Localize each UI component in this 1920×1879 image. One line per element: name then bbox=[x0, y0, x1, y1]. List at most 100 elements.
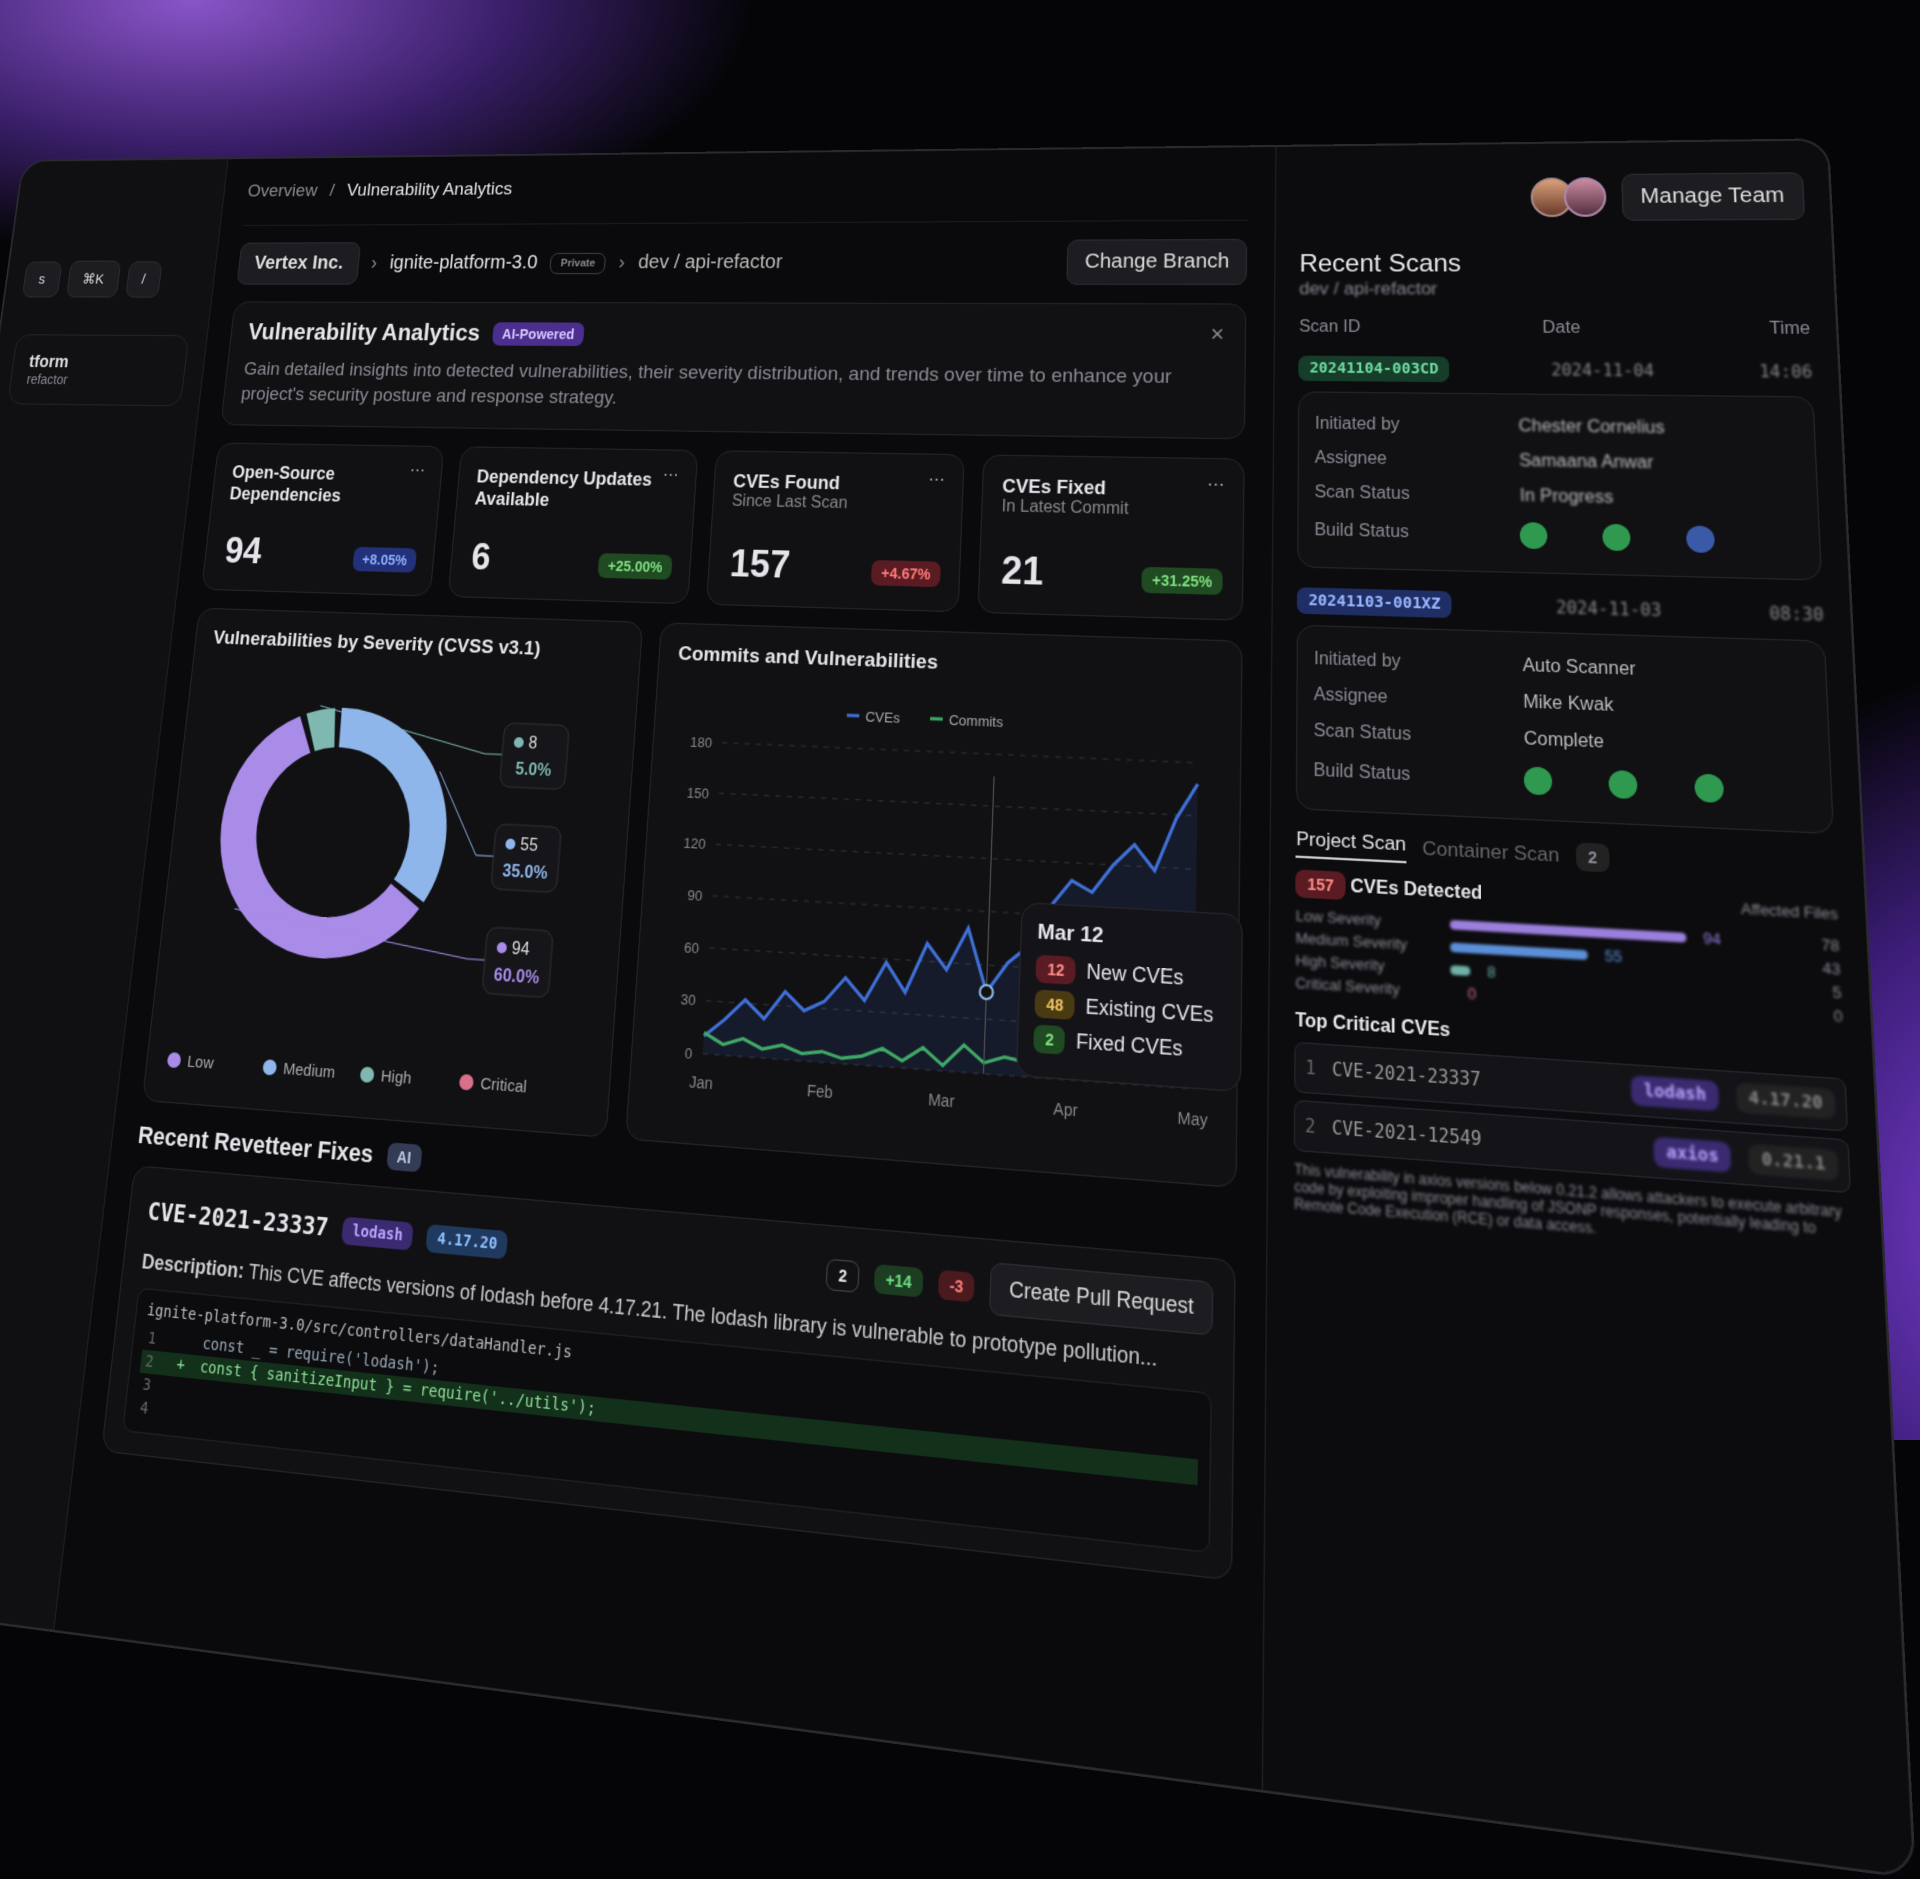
deletions: -3 bbox=[938, 1269, 975, 1302]
breadcrumb-current: Vulnerability Analytics bbox=[346, 179, 513, 201]
manage-team-button[interactable]: Manage Team bbox=[1621, 172, 1805, 221]
grid-line bbox=[723, 743, 1199, 763]
cve-id: CVE-2021-23337 bbox=[146, 1198, 330, 1243]
column-header: Scan ID bbox=[1299, 318, 1361, 337]
files-label: Affected Files bbox=[1740, 899, 1838, 922]
tooltip-value: 2 bbox=[1034, 1024, 1066, 1054]
y-tick-label: 30 bbox=[681, 991, 697, 1009]
diff-marker: + bbox=[175, 1356, 189, 1376]
app-window: s ⌘K / tform refactor Overview / Vulnera… bbox=[0, 138, 1916, 1879]
severity-value: 94 bbox=[1703, 929, 1721, 948]
line-number: 3 bbox=[142, 1376, 164, 1397]
stat-value: 157 bbox=[729, 542, 792, 587]
shortcut: ⌘K bbox=[66, 261, 121, 298]
chevron: › bbox=[370, 253, 378, 275]
affected-files: 0 bbox=[1833, 1006, 1843, 1025]
fixes-title: Recent Revetteer Fixes bbox=[137, 1121, 375, 1170]
y-tick-label: 0 bbox=[685, 1045, 694, 1063]
y-tick-label: 150 bbox=[687, 784, 710, 801]
build-step bbox=[1524, 766, 1553, 795]
severity-bar bbox=[1451, 942, 1588, 959]
scan-date: 2024-11-03 bbox=[1556, 597, 1662, 620]
tooltip-row: 12 New CVEs bbox=[1036, 955, 1226, 995]
detected-count: 157 bbox=[1296, 869, 1346, 900]
topbar: Overview / Vulnerability Analytics bbox=[244, 147, 1249, 226]
cve-id: CVE-2021-23337 bbox=[1332, 1059, 1615, 1101]
stat-change: +4.67% bbox=[870, 560, 941, 587]
diff-marker bbox=[179, 1342, 191, 1343]
scan-date: 2024-11-04 bbox=[1551, 360, 1654, 380]
menu-button[interactable]: ⋯ bbox=[662, 465, 679, 486]
x-tick-label: May bbox=[1178, 1108, 1209, 1130]
additions: +14 bbox=[874, 1263, 924, 1297]
change-branch-button[interactable]: Change Branch bbox=[1067, 239, 1248, 285]
build-step bbox=[1520, 522, 1548, 549]
cve-package: lodash bbox=[1631, 1075, 1719, 1111]
create-pr-button[interactable]: Create Pull Request bbox=[989, 1262, 1213, 1336]
description-label: Description: bbox=[141, 1250, 246, 1283]
stat-value: 21 bbox=[1001, 548, 1045, 594]
severity-label: Critical Severity bbox=[1295, 974, 1434, 1000]
y-tick-label: 180 bbox=[690, 734, 713, 751]
package: lodash bbox=[341, 1216, 414, 1250]
tooltip-label: New CVEs bbox=[1086, 959, 1184, 990]
affected-files: 43 bbox=[1822, 959, 1841, 979]
detail-value: Mike Kwak bbox=[1523, 693, 1614, 717]
severity-value: 8 bbox=[1487, 963, 1496, 982]
close-button[interactable]: × bbox=[1210, 321, 1224, 348]
cve-version: 0.21.1 bbox=[1748, 1144, 1839, 1181]
menu-button[interactable]: ⋯ bbox=[409, 460, 426, 480]
segment-value: 55 bbox=[520, 835, 539, 856]
version: 4.17.20 bbox=[426, 1224, 509, 1259]
donut-segment bbox=[323, 708, 457, 904]
code-block: ignite-platform-3.0/src/controllers/data… bbox=[123, 1288, 1213, 1554]
chevron: › bbox=[618, 252, 626, 274]
build-step bbox=[1686, 525, 1715, 553]
breadcrumb-root[interactable]: Overview bbox=[247, 181, 319, 202]
y-tick-label: 120 bbox=[683, 835, 706, 853]
cve-package: axios bbox=[1654, 1137, 1732, 1173]
project-name: tform bbox=[28, 352, 171, 373]
x-tick-label: Jan bbox=[689, 1073, 714, 1093]
grid-line bbox=[720, 793, 1198, 816]
y-tick-label: 60 bbox=[684, 939, 700, 957]
branch[interactable]: dev / api-refactor bbox=[637, 251, 783, 274]
tooltip-label: Fixed CVEs bbox=[1076, 1029, 1183, 1061]
stat-title: Open-Source Dependencies bbox=[229, 461, 426, 508]
diff-marker bbox=[171, 1412, 183, 1413]
repo[interactable]: ignite-platform-3.0 bbox=[389, 252, 539, 274]
tab[interactable]: Project Scan bbox=[1296, 828, 1406, 864]
search-hint[interactable]: s bbox=[22, 261, 62, 297]
build-step bbox=[1695, 773, 1725, 803]
visibility: Private bbox=[550, 252, 607, 273]
detail-value: Chester Cornelius bbox=[1518, 417, 1665, 438]
tab[interactable]: Container Scan bbox=[1422, 837, 1559, 867]
legend-label: Critical bbox=[480, 1073, 528, 1096]
severity-value: 0 bbox=[1467, 984, 1476, 1003]
detail-label: Assignee bbox=[1314, 685, 1507, 712]
separator: / bbox=[329, 181, 336, 201]
tooltip-value: 12 bbox=[1036, 955, 1076, 985]
menu-button[interactable]: ⋯ bbox=[1207, 474, 1225, 496]
segment-share: 60.0% bbox=[493, 965, 540, 988]
severity-card: Vulnerabilities by Severity (CVSS v3.1) … bbox=[142, 608, 644, 1138]
spacer bbox=[1738, 940, 1804, 944]
menu-button[interactable]: ⋯ bbox=[928, 469, 945, 490]
segment-value: 8 bbox=[528, 734, 538, 754]
search-slash[interactable]: / bbox=[125, 261, 163, 297]
scan-time: 14:06 bbox=[1759, 362, 1813, 382]
detail-label: Initiated by bbox=[1315, 415, 1503, 437]
detail-label: Assignee bbox=[1315, 449, 1504, 471]
tooltip-label: Existing CVEs bbox=[1085, 994, 1213, 1027]
detail-value: Complete bbox=[1524, 729, 1605, 753]
scans-branch: dev / api-refactor bbox=[1299, 279, 1809, 301]
project-switcher[interactable]: tform refactor bbox=[7, 334, 190, 406]
tooltip-row: 2 Fixed CVEs bbox=[1034, 1024, 1225, 1065]
fixes-section: Recent Revetteer Fixes AI CVE-2021-23337… bbox=[101, 1121, 1236, 1581]
stat-value: 6 bbox=[470, 536, 493, 579]
org[interactable]: Vertex Inc. bbox=[237, 242, 361, 284]
